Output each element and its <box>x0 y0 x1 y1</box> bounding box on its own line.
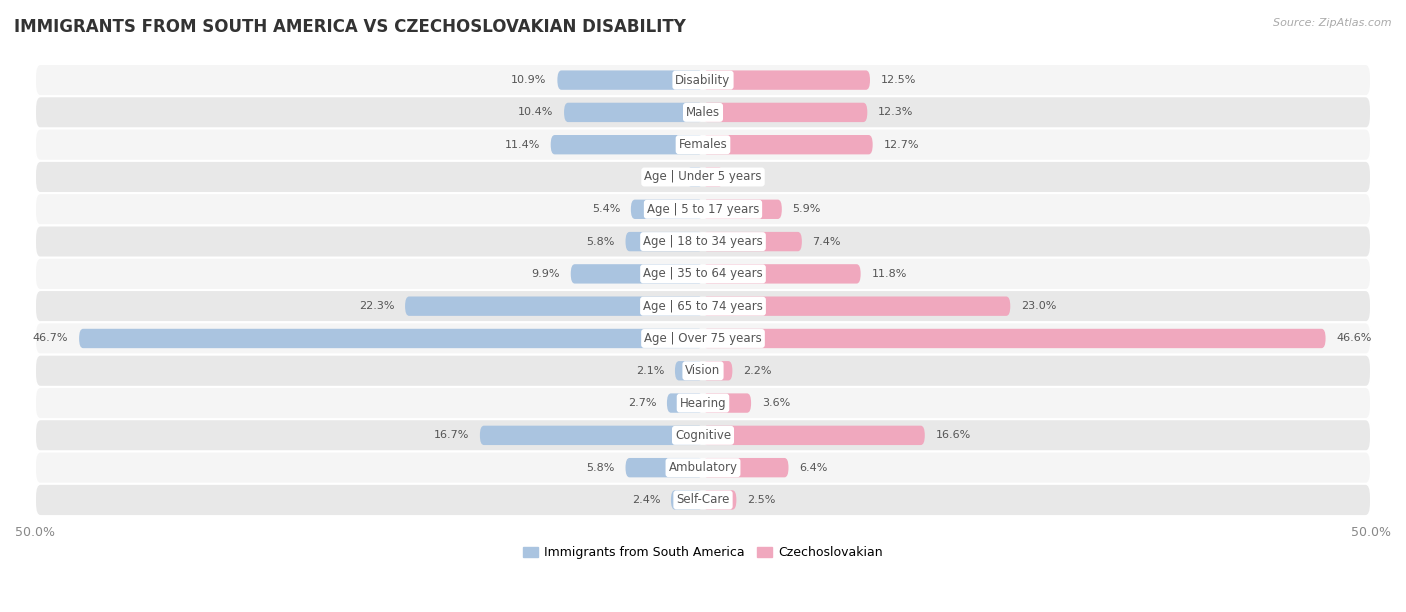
Text: Age | Over 75 years: Age | Over 75 years <box>644 332 762 345</box>
FancyBboxPatch shape <box>35 452 1371 484</box>
FancyBboxPatch shape <box>666 394 703 412</box>
FancyBboxPatch shape <box>626 232 703 252</box>
Text: 11.8%: 11.8% <box>872 269 907 279</box>
Text: 46.7%: 46.7% <box>32 334 69 343</box>
FancyBboxPatch shape <box>35 258 1371 290</box>
FancyBboxPatch shape <box>35 96 1371 129</box>
FancyBboxPatch shape <box>703 329 1326 348</box>
FancyBboxPatch shape <box>671 490 703 510</box>
Text: IMMIGRANTS FROM SOUTH AMERICA VS CZECHOSLOVAKIAN DISABILITY: IMMIGRANTS FROM SOUTH AMERICA VS CZECHOS… <box>14 18 686 36</box>
Text: 22.3%: 22.3% <box>359 301 395 311</box>
Text: 7.4%: 7.4% <box>813 237 841 247</box>
FancyBboxPatch shape <box>35 419 1371 452</box>
Text: Source: ZipAtlas.com: Source: ZipAtlas.com <box>1274 18 1392 28</box>
FancyBboxPatch shape <box>631 200 703 219</box>
FancyBboxPatch shape <box>626 458 703 477</box>
Text: 2.2%: 2.2% <box>744 366 772 376</box>
Text: 16.6%: 16.6% <box>935 430 970 441</box>
FancyBboxPatch shape <box>703 103 868 122</box>
Text: Age | 5 to 17 years: Age | 5 to 17 years <box>647 203 759 216</box>
Text: 1.5%: 1.5% <box>734 172 762 182</box>
Text: Hearing: Hearing <box>679 397 727 409</box>
FancyBboxPatch shape <box>35 64 1371 96</box>
FancyBboxPatch shape <box>703 490 737 510</box>
Text: 5.4%: 5.4% <box>592 204 620 214</box>
FancyBboxPatch shape <box>703 200 782 219</box>
Text: Vision: Vision <box>685 364 721 377</box>
FancyBboxPatch shape <box>35 484 1371 516</box>
FancyBboxPatch shape <box>703 361 733 381</box>
Text: 12.7%: 12.7% <box>883 140 920 150</box>
Text: 3.6%: 3.6% <box>762 398 790 408</box>
FancyBboxPatch shape <box>479 426 703 445</box>
Text: Age | 18 to 34 years: Age | 18 to 34 years <box>643 235 763 248</box>
Text: 10.4%: 10.4% <box>517 107 554 118</box>
FancyBboxPatch shape <box>703 135 873 154</box>
FancyBboxPatch shape <box>571 264 703 283</box>
Text: 2.1%: 2.1% <box>636 366 664 376</box>
Text: Females: Females <box>679 138 727 151</box>
Text: 11.4%: 11.4% <box>505 140 540 150</box>
FancyBboxPatch shape <box>35 323 1371 354</box>
FancyBboxPatch shape <box>35 225 1371 258</box>
FancyBboxPatch shape <box>703 394 751 412</box>
Text: Age | Under 5 years: Age | Under 5 years <box>644 171 762 184</box>
Text: 2.4%: 2.4% <box>631 495 661 505</box>
Text: 23.0%: 23.0% <box>1021 301 1056 311</box>
FancyBboxPatch shape <box>35 354 1371 387</box>
FancyBboxPatch shape <box>703 458 789 477</box>
Text: 12.5%: 12.5% <box>880 75 917 85</box>
Text: 12.3%: 12.3% <box>877 107 914 118</box>
Text: Ambulatory: Ambulatory <box>668 461 738 474</box>
FancyBboxPatch shape <box>79 329 703 348</box>
Text: Disability: Disability <box>675 73 731 87</box>
Text: Age | 35 to 64 years: Age | 35 to 64 years <box>643 267 763 280</box>
FancyBboxPatch shape <box>551 135 703 154</box>
FancyBboxPatch shape <box>35 290 1371 323</box>
Text: 46.6%: 46.6% <box>1336 334 1372 343</box>
FancyBboxPatch shape <box>405 296 703 316</box>
FancyBboxPatch shape <box>703 264 860 283</box>
Text: Males: Males <box>686 106 720 119</box>
Text: Self-Care: Self-Care <box>676 493 730 507</box>
FancyBboxPatch shape <box>564 103 703 122</box>
FancyBboxPatch shape <box>35 129 1371 161</box>
FancyBboxPatch shape <box>703 296 1011 316</box>
Text: 9.9%: 9.9% <box>531 269 560 279</box>
Text: 5.8%: 5.8% <box>586 237 614 247</box>
Text: Cognitive: Cognitive <box>675 429 731 442</box>
FancyBboxPatch shape <box>703 232 801 252</box>
FancyBboxPatch shape <box>35 193 1371 225</box>
Text: 2.7%: 2.7% <box>627 398 657 408</box>
FancyBboxPatch shape <box>703 70 870 90</box>
FancyBboxPatch shape <box>675 361 703 381</box>
FancyBboxPatch shape <box>35 161 1371 193</box>
Text: 5.8%: 5.8% <box>586 463 614 472</box>
Legend: Immigrants from South America, Czechoslovakian: Immigrants from South America, Czechoslo… <box>517 541 889 564</box>
Text: 16.7%: 16.7% <box>434 430 470 441</box>
Text: 1.2%: 1.2% <box>648 172 676 182</box>
FancyBboxPatch shape <box>35 387 1371 419</box>
Text: 6.4%: 6.4% <box>799 463 828 472</box>
Text: 2.5%: 2.5% <box>747 495 776 505</box>
Text: Age | 65 to 74 years: Age | 65 to 74 years <box>643 300 763 313</box>
FancyBboxPatch shape <box>557 70 703 90</box>
FancyBboxPatch shape <box>703 426 925 445</box>
Text: 5.9%: 5.9% <box>793 204 821 214</box>
Text: 10.9%: 10.9% <box>512 75 547 85</box>
FancyBboxPatch shape <box>688 167 703 187</box>
FancyBboxPatch shape <box>703 167 723 187</box>
